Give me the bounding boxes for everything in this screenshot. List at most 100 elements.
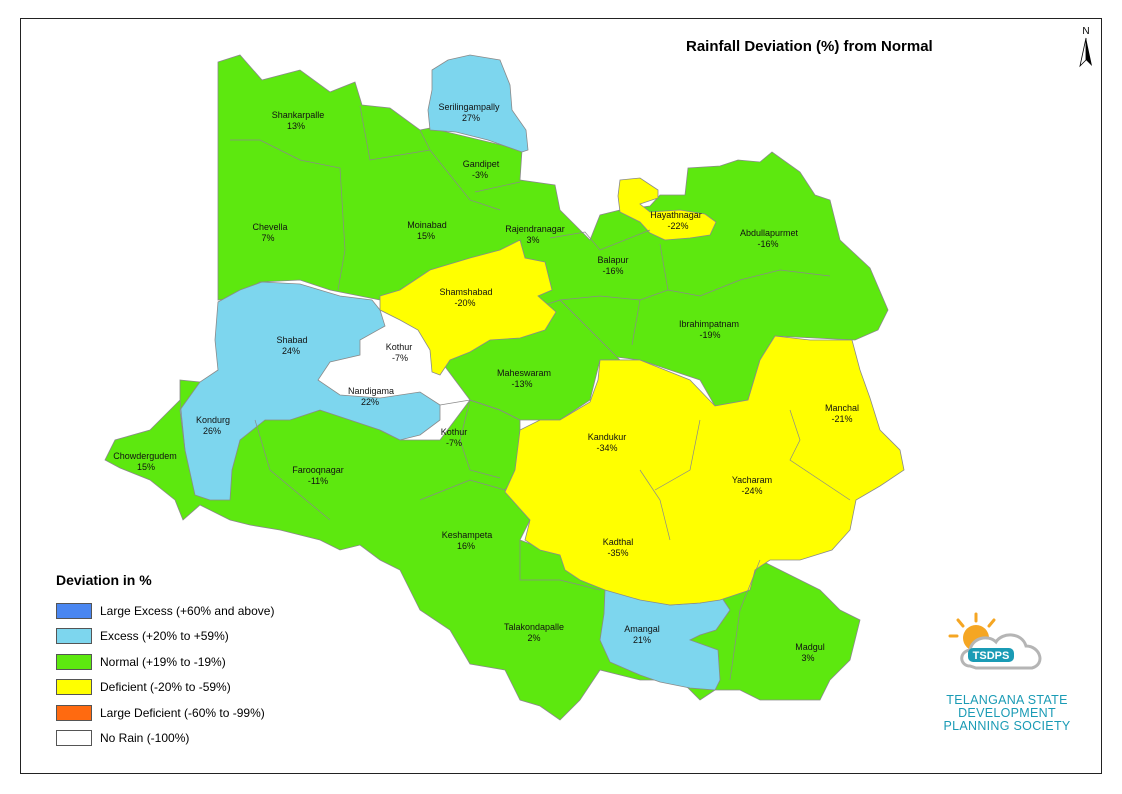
legend-title: Deviation in % xyxy=(56,572,152,588)
mandal-name: Moinabad xyxy=(407,220,447,230)
svg-text:Ibrahimpatnam-19%: Ibrahimpatnam -19% xyxy=(679,319,739,340)
svg-text:Maheswaram-13%: Maheswaram -13% xyxy=(497,368,551,389)
mandal-name: Madgul xyxy=(795,642,825,652)
mandal-name: Abdullapurmet xyxy=(740,228,799,238)
tsdps-logo: TSDPS xyxy=(936,608,1086,748)
mandal-name: Kondurg xyxy=(196,415,230,425)
legend-label: Deficient (-20% to -59%) xyxy=(100,680,231,695)
mandal-value: -11% xyxy=(308,476,328,486)
mandal-name: Amangal xyxy=(624,624,660,634)
mandal-value: -24% xyxy=(741,486,762,496)
mandal-labels: Serilingampally 27% Shankarpalle 13% Gandi… xyxy=(113,102,859,663)
region-hayathnagar xyxy=(617,177,717,241)
svg-text:Kadthal-35%: Kadthal -35% xyxy=(603,537,634,558)
mandal-value: 15% xyxy=(137,462,155,472)
logo-text: TELANGANA STATE DEVELOPMENT PLANNING SOC… xyxy=(932,694,1082,733)
region-kandukur-yacharam-kadthal xyxy=(504,335,905,606)
logo-line-1: TELANGANA STATE xyxy=(946,693,1068,707)
mandal-name: Chowdergudem xyxy=(113,451,177,461)
legend-item: No Rain (-100%) xyxy=(56,726,274,752)
legend-item: Normal (+19% to -19%) xyxy=(56,649,274,675)
north-label: N xyxy=(1082,26,1089,37)
mandal-name: Nandigama xyxy=(348,386,394,396)
legend-swatch xyxy=(56,704,92,721)
svg-text:Yacharam-24%: Yacharam -24% xyxy=(732,475,772,496)
legend-swatch xyxy=(56,653,92,670)
mandal-name: Keshampeta xyxy=(442,530,493,540)
mandal-value: 27% xyxy=(462,113,480,123)
mandal-name: Shabad xyxy=(276,335,307,345)
mandal-value: -34% xyxy=(596,443,617,453)
svg-text:Abdullapurmet-16%: Abdullapurmet -16% xyxy=(740,228,799,249)
mandal-value: -13% xyxy=(511,379,532,389)
mandal-value: -3% xyxy=(472,170,488,180)
svg-text:Kothur-7%: Kothur -7% xyxy=(386,342,413,363)
mandal-name: Kandukur xyxy=(588,432,627,442)
legend-swatch xyxy=(56,730,92,747)
mandal-value: 2% xyxy=(527,633,540,643)
mandal-name: Chevella xyxy=(252,222,287,232)
mandal-name: Shamshabad xyxy=(439,287,492,297)
mandal-value: -20% xyxy=(454,298,475,308)
map-title: Rainfall Deviation (%) from Normal xyxy=(686,38,933,55)
svg-text:Hayathnagar-22%: Hayathnagar -22% xyxy=(650,210,702,231)
legend-label: No Rain (-100%) xyxy=(100,731,190,746)
excess-regions xyxy=(179,54,731,691)
map-frame xyxy=(20,18,1102,774)
svg-text:Kothur-7%: Kothur -7% xyxy=(441,427,468,448)
legend-item: Large Deficient (-60% to -99%) xyxy=(56,700,274,726)
mandal-name: Kothur xyxy=(386,342,413,352)
region-serilingampally xyxy=(427,54,529,153)
legend-item: Deficient (-20% to -59%) xyxy=(56,675,274,701)
mandal-value: 24% xyxy=(282,346,300,356)
logo-acronym: TSDPS xyxy=(973,650,1010,662)
logo-line-2: DEVELOPMENT xyxy=(958,706,1056,720)
legend-item: Excess (+20% to +59%) xyxy=(56,624,274,650)
mandal-boundaries xyxy=(179,105,851,681)
svg-text:Shamshabad-20%: Shamshabad -20% xyxy=(439,287,492,308)
region-shabad-nandigama xyxy=(179,281,441,501)
mandal-value: -7% xyxy=(446,438,462,448)
mandal-value: 21% xyxy=(633,635,651,645)
region-shamshabad xyxy=(379,239,557,376)
mandal-name: Ibrahimpatnam xyxy=(679,319,739,329)
mandal-value: 13% xyxy=(287,121,305,131)
legend-swatch xyxy=(56,679,92,696)
svg-text:Gandipet-3%: Gandipet -3% xyxy=(463,159,500,180)
legend-swatch xyxy=(56,602,92,619)
legend: Deviation in % Large Excess (+60% and ab… xyxy=(56,572,274,751)
mandal-name: Shankarpalle xyxy=(272,110,325,120)
mandal-name: Kothur xyxy=(441,427,468,437)
mandal-value: -21% xyxy=(831,414,852,424)
mandal-value: -35% xyxy=(607,548,628,558)
mandal-value: 3% xyxy=(526,235,539,245)
mandal-name: Hayathnagar xyxy=(650,210,702,220)
mandal-value: -16% xyxy=(757,239,778,249)
mandal-name: Serilingampally xyxy=(438,102,500,112)
mandal-value: 22% xyxy=(361,397,379,407)
legend-label: Excess (+20% to +59%) xyxy=(100,629,229,644)
mandal-name: Balapur xyxy=(597,255,628,265)
mandal-value: 16% xyxy=(457,541,475,551)
mandal-name: Talakondapalle xyxy=(504,622,564,632)
logo-line-3: PLANNING SOCIETY xyxy=(943,719,1071,733)
mandal-name: Maheswaram xyxy=(497,368,551,378)
mandal-value: -16% xyxy=(602,266,623,276)
north-arrow-icon: N xyxy=(1078,24,1094,70)
mandal-value: 7% xyxy=(261,233,274,243)
mandal-value: -19% xyxy=(699,330,720,340)
